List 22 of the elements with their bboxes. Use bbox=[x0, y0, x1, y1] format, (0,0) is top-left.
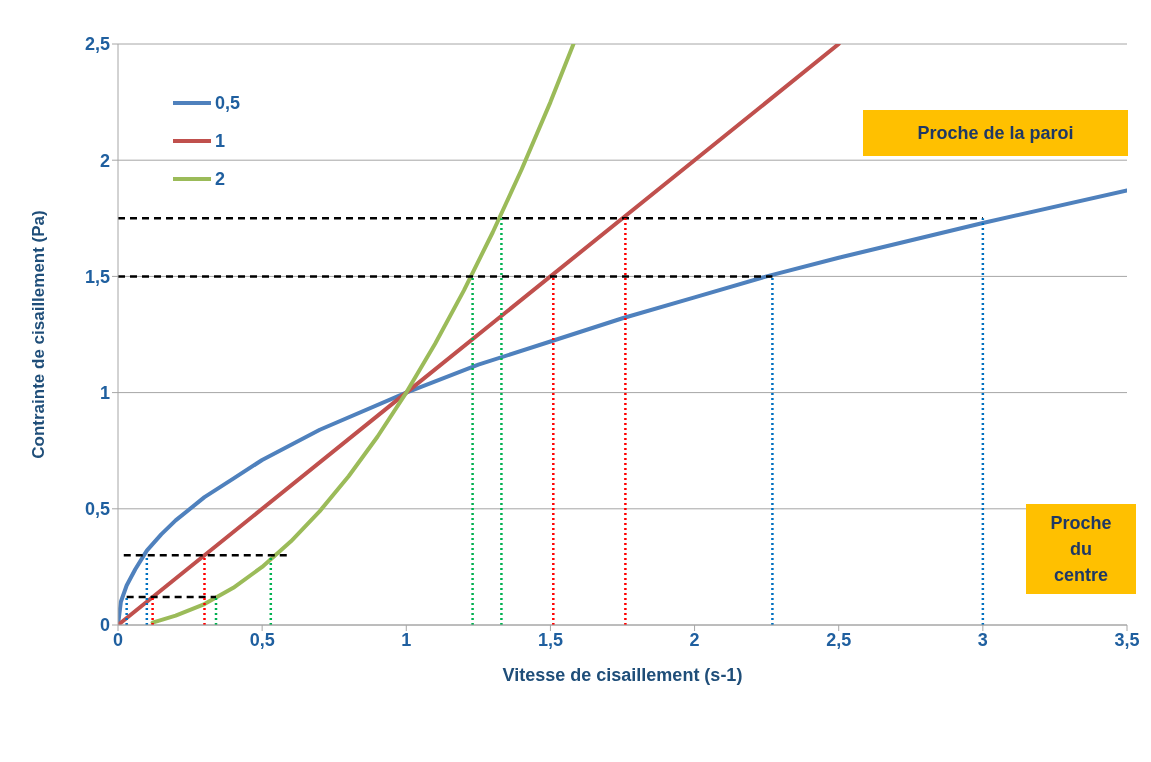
y-tick-label: 2 bbox=[99, 150, 110, 171]
x-tick-label: 2,5 bbox=[826, 629, 852, 650]
y-tick-label: 0 bbox=[99, 615, 110, 636]
x-axis-title: Vitesse de cisaillement (s-1) bbox=[502, 665, 743, 685]
y-tick-label: 2,5 bbox=[84, 34, 110, 55]
legend-label: 2 bbox=[215, 168, 226, 190]
legend-label: 0,5 bbox=[215, 92, 241, 114]
note-box: Proche du centre bbox=[1026, 504, 1136, 594]
x-tick-label: 1 bbox=[401, 629, 412, 650]
line-series bbox=[150, 44, 576, 625]
y-axis-title: Contrainte de cisaillement (Pa) bbox=[29, 210, 49, 459]
note-box: Proche de la paroi bbox=[863, 110, 1128, 156]
legend-label: 1 bbox=[215, 130, 226, 152]
x-tick-label: 0 bbox=[112, 629, 124, 650]
x-tick-label: 3 bbox=[977, 629, 988, 650]
x-tick-label: 0,5 bbox=[249, 629, 275, 650]
x-tick-label: 3,5 bbox=[1114, 629, 1140, 650]
x-tick-label: 1,5 bbox=[537, 629, 563, 650]
y-tick-label: 0,5 bbox=[84, 499, 110, 520]
y-tick-label: 1 bbox=[99, 382, 110, 403]
y-tick-label: 1,5 bbox=[84, 266, 110, 287]
x-tick-label: 2 bbox=[689, 629, 700, 650]
